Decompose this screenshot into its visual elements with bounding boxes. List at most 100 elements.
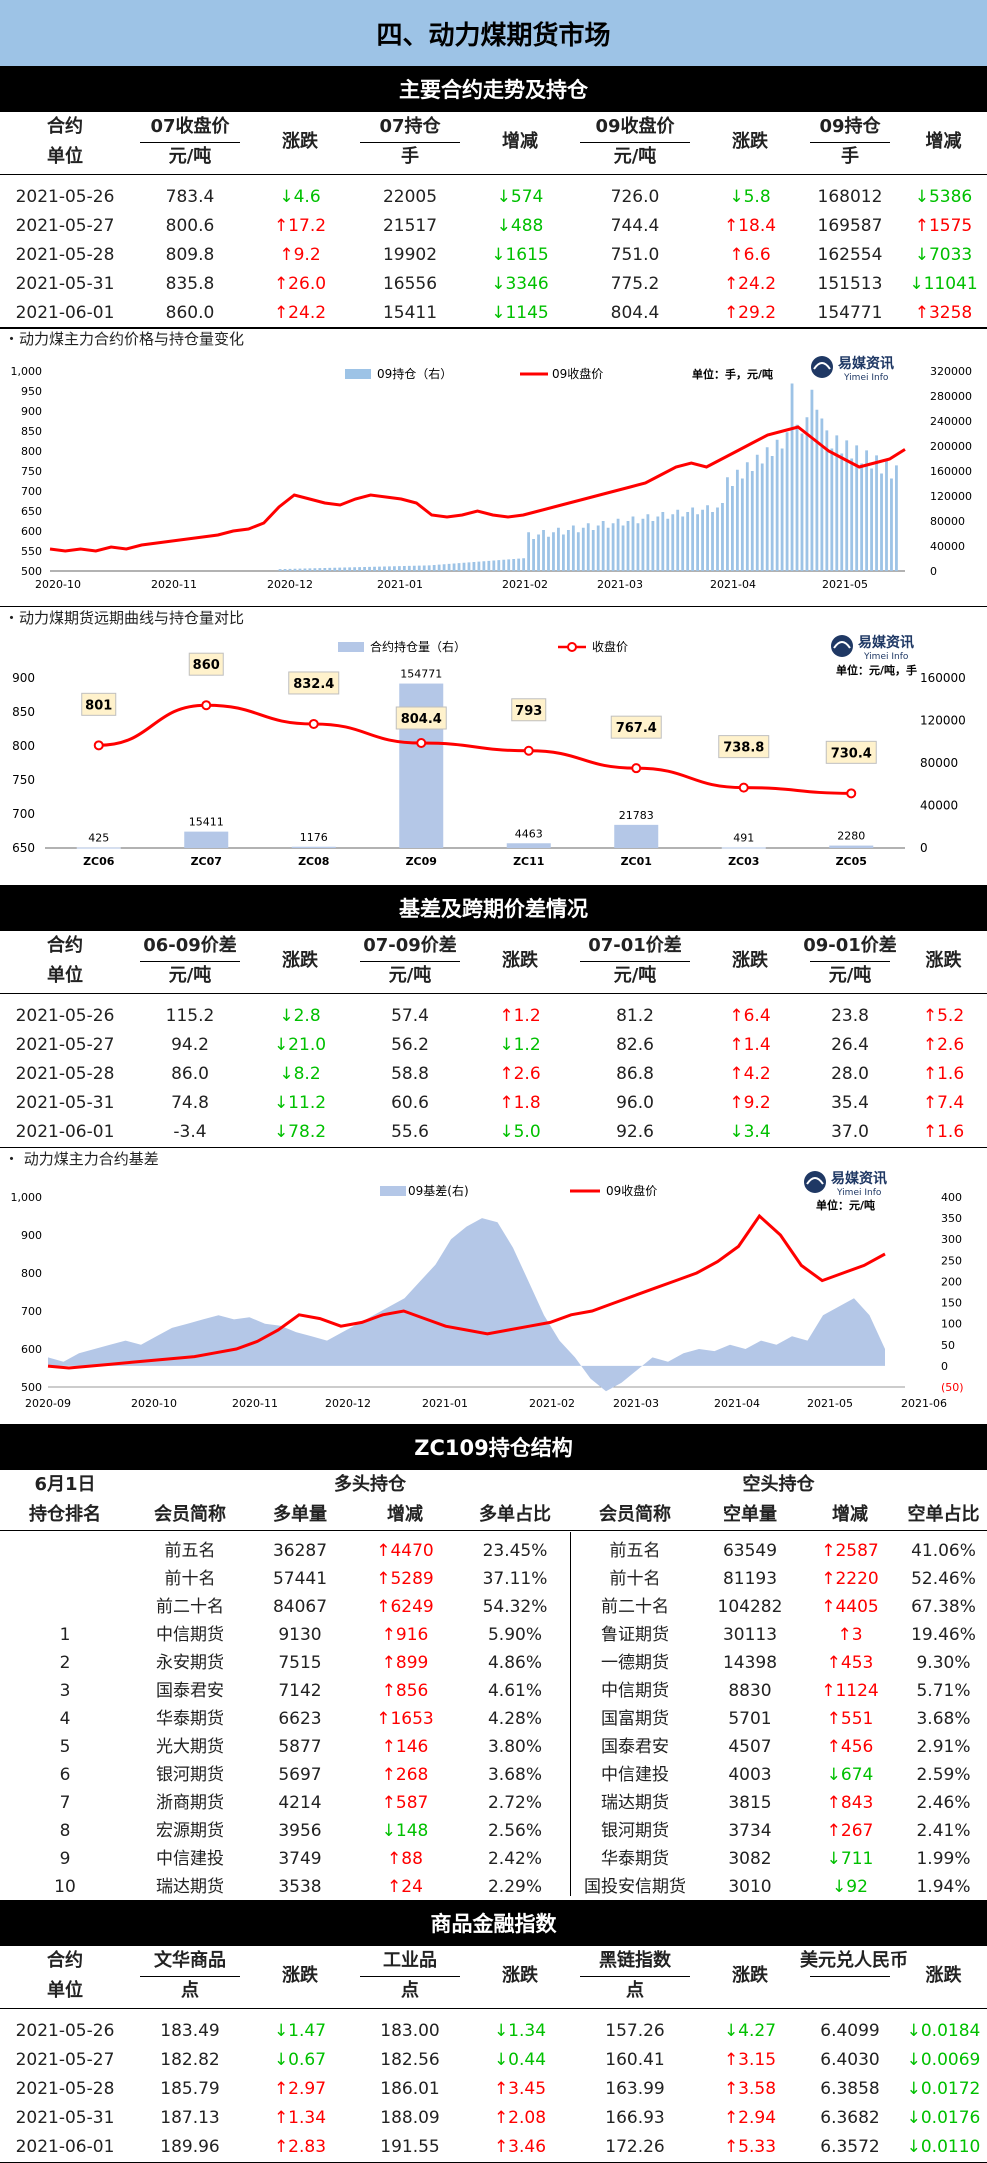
x-tick-label: 2020-11 <box>151 578 197 591</box>
oi-bar <box>283 569 287 571</box>
cell-value: ↑456 <box>826 1737 874 1757</box>
price-data-label: 730.4 <box>831 746 872 761</box>
cell-value: ↑88 <box>387 1849 423 1869</box>
cell-value: 国泰君安 <box>601 1737 669 1757</box>
cell-value: 183.00 <box>380 2021 440 2041</box>
cell-value: 5701 <box>728 1709 772 1729</box>
cell-value: ↓11.2 <box>273 1093 327 1113</box>
oi-bar <box>452 563 456 571</box>
oi-bar <box>402 566 406 571</box>
cell-value: 中信期货 <box>156 1625 224 1645</box>
oi-bar <box>571 525 575 571</box>
position-row: 6 银河期货 5697 ↑268 3.68% 中信建投 4003 ↓674 2.59% <box>0 1760 987 1790</box>
divider-line <box>0 1530 987 1531</box>
price-label-box <box>81 692 117 716</box>
price-point <box>523 745 534 756</box>
cell-value: 2 <box>59 1653 71 1673</box>
y-tick-label: 800 <box>21 445 42 458</box>
cell-value: ↑1653 <box>376 1709 434 1729</box>
position-row: 前二十名 84067 ↑6249 54.32% 前二十名 104282 ↑4405 67.38… <box>0 1592 987 1622</box>
cell-value: ↑7.4 <box>922 1093 965 1113</box>
cell-value: ↑1575 <box>914 216 973 236</box>
x-tick-label: ZC09 <box>406 855 437 868</box>
oi-bar <box>323 568 327 571</box>
cell-value: ↓4.27 <box>723 2021 777 2041</box>
legend-swatch-bar <box>338 642 364 652</box>
cell-value: ↑1124 <box>821 1681 879 1701</box>
cell-value: ↓674 <box>826 1765 874 1785</box>
cell-value: 809.8 <box>165 245 215 265</box>
position-row: 1 中信期货 9130 ↑916 5.90% 鲁证期货 30113 ↑3 19.46% <box>0 1620 987 1650</box>
oi-bar <box>363 567 366 571</box>
oi-bar <box>328 567 332 571</box>
cell-value: 30113 <box>722 1625 778 1645</box>
cell-value: ↑17.2 <box>273 216 327 236</box>
unit-label: 单位 <box>47 1980 83 2001</box>
oi-bar <box>482 561 486 571</box>
cell-value: 726.0 <box>610 187 660 207</box>
column-header: 合约 <box>47 1950 83 1971</box>
contracts-table: 合约 07收盘价 涨跌 07持仓 增减 09收盘价 涨跌 09持仓 增减 单位 元/吨 手 元/吨 手 20… <box>0 112 987 330</box>
oi-bar <box>492 560 496 571</box>
oi-bar <box>845 440 849 571</box>
position-row: 8 宏源期货 3956 ↓148 2.56% 银河期货 3734 ↑267 2.41% <box>0 1816 987 1846</box>
divider-line <box>0 328 987 329</box>
oi-bar <box>735 469 739 571</box>
oi-bar <box>368 566 371 571</box>
cell-value: ↑2.94 <box>723 2108 777 2128</box>
cell-value: 6.4030 <box>820 2050 880 2070</box>
oi-bar <box>860 463 864 571</box>
oi-bar <box>835 435 839 571</box>
oi-bar <box>278 569 282 571</box>
cell-value <box>0 1536 130 1566</box>
row-date: 2021-06-01 <box>15 2137 115 2157</box>
table-header-row: 合约 07收盘价 涨跌 07持仓 增减 09收盘价 涨跌 09持仓 增减 <box>0 112 987 152</box>
cell-value: ↓0.0172 <box>906 2079 981 2099</box>
legend-label-line: 09收盘价 <box>606 1183 657 1198</box>
logo-subtext: Yimei Info <box>843 373 889 383</box>
price-point <box>846 788 857 799</box>
cell-value: 5.90% <box>487 1625 542 1645</box>
oi-bar <box>566 530 570 571</box>
y-tick-label: 900 <box>21 405 42 418</box>
price-data-label: 832.4 <box>293 677 334 692</box>
price-point <box>201 700 212 711</box>
row-date: 2021-05-28 <box>15 1064 115 1084</box>
cell-value: 169587 <box>817 216 883 236</box>
y2-tick-label: 200000 <box>930 440 972 453</box>
cell-value: ↑2220 <box>821 1569 879 1589</box>
y-tick-label: 900 <box>21 1229 42 1242</box>
cell-value: 183.49 <box>160 2021 220 2041</box>
cell-value: 6.3682 <box>820 2108 880 2128</box>
cell-value: 8830 <box>728 1681 772 1701</box>
cell-value: 华泰期货 <box>601 1849 669 1869</box>
x-tick-label: 2021-04 <box>714 1397 760 1410</box>
column-header: 会员简称 <box>599 1504 671 1525</box>
cell-value: 19.46% <box>911 1625 976 1645</box>
cell-value: 14398 <box>722 1653 778 1673</box>
cell-value: ↓0.0110 <box>906 2137 981 2157</box>
logo-icon <box>831 635 853 657</box>
header-underline <box>580 142 690 143</box>
basis-area <box>48 1218 885 1392</box>
price-label-box <box>610 715 662 739</box>
cell-value: 751.0 <box>610 245 660 265</box>
price-data-label: 804.4 <box>401 712 442 727</box>
cell-value: ↓3.4 <box>729 1122 771 1142</box>
cell-value: 160.41 <box>605 2050 665 2070</box>
oi-bar <box>537 534 540 571</box>
oi-bar <box>348 567 352 571</box>
oi-bar <box>338 567 342 571</box>
oi-bar <box>373 566 376 571</box>
header-underline <box>140 142 240 143</box>
column-header: 增减 <box>502 131 538 152</box>
cell-value: 1.99% <box>916 1849 971 1869</box>
cell-value: 74.8 <box>171 1093 209 1113</box>
cell-value: 6 <box>59 1765 71 1785</box>
y-tick-label: 900 <box>12 671 35 685</box>
cell-value <box>0 1564 130 1594</box>
y-tick-label: 750 <box>21 465 42 478</box>
oi-bar <box>631 516 635 571</box>
oi-bar <box>850 458 854 571</box>
table-title-row: 6月1日 多头持仓 空头持仓 <box>0 1470 987 1500</box>
